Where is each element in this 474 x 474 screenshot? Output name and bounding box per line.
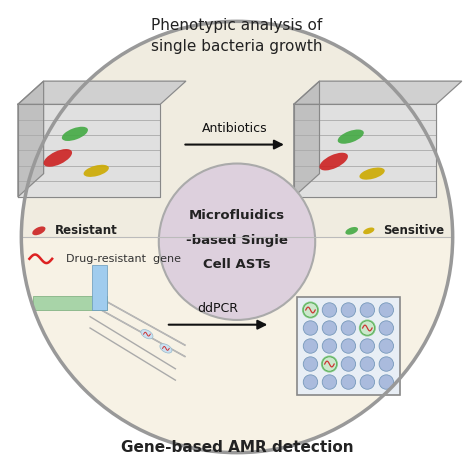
Polygon shape: [18, 81, 44, 197]
Circle shape: [341, 375, 356, 389]
Circle shape: [360, 321, 374, 335]
Circle shape: [360, 339, 374, 353]
Circle shape: [303, 321, 318, 335]
Text: Antibiotics: Antibiotics: [202, 122, 267, 135]
Ellipse shape: [141, 329, 153, 339]
Circle shape: [321, 356, 338, 373]
Text: Microfluidics: Microfluidics: [189, 209, 285, 222]
Text: Drug-resistant  gene: Drug-resistant gene: [66, 254, 182, 264]
Circle shape: [379, 321, 393, 335]
Text: Gene-based AMR detection: Gene-based AMR detection: [121, 440, 353, 456]
Polygon shape: [294, 81, 462, 104]
Circle shape: [322, 303, 337, 317]
FancyBboxPatch shape: [297, 297, 400, 395]
Text: ddPCR: ddPCR: [198, 302, 238, 315]
Circle shape: [159, 164, 315, 320]
Circle shape: [379, 375, 393, 389]
Polygon shape: [18, 81, 186, 104]
Text: -based Single: -based Single: [186, 234, 288, 247]
Ellipse shape: [337, 129, 364, 144]
Circle shape: [322, 339, 337, 353]
Circle shape: [322, 321, 337, 335]
Ellipse shape: [346, 227, 358, 235]
Polygon shape: [33, 296, 107, 310]
Circle shape: [379, 303, 393, 317]
Polygon shape: [294, 104, 436, 197]
Wedge shape: [21, 237, 453, 453]
Circle shape: [341, 321, 356, 335]
Wedge shape: [21, 21, 453, 237]
Circle shape: [302, 301, 319, 319]
Circle shape: [360, 303, 374, 317]
Circle shape: [360, 375, 374, 389]
Circle shape: [322, 375, 337, 389]
Ellipse shape: [319, 153, 348, 171]
Ellipse shape: [32, 227, 46, 235]
Circle shape: [322, 357, 337, 371]
Polygon shape: [92, 265, 107, 310]
Ellipse shape: [160, 344, 172, 353]
Circle shape: [379, 339, 393, 353]
Circle shape: [379, 357, 393, 371]
Ellipse shape: [359, 167, 385, 180]
Circle shape: [341, 339, 356, 353]
Ellipse shape: [83, 165, 109, 177]
Ellipse shape: [62, 127, 88, 141]
Circle shape: [341, 357, 356, 371]
Ellipse shape: [363, 228, 374, 234]
Polygon shape: [18, 104, 160, 197]
Text: Sensitive: Sensitive: [383, 224, 444, 237]
Ellipse shape: [44, 149, 72, 167]
Circle shape: [360, 357, 374, 371]
Circle shape: [303, 375, 318, 389]
Text: Resistant: Resistant: [55, 224, 117, 237]
Text: Cell ASTs: Cell ASTs: [203, 258, 271, 272]
Text: Phenotypic analysis of
single bacteria growth: Phenotypic analysis of single bacteria g…: [151, 18, 323, 54]
Circle shape: [303, 303, 318, 317]
Polygon shape: [294, 81, 319, 197]
Circle shape: [341, 303, 356, 317]
Circle shape: [303, 357, 318, 371]
Circle shape: [359, 319, 376, 337]
Circle shape: [303, 339, 318, 353]
